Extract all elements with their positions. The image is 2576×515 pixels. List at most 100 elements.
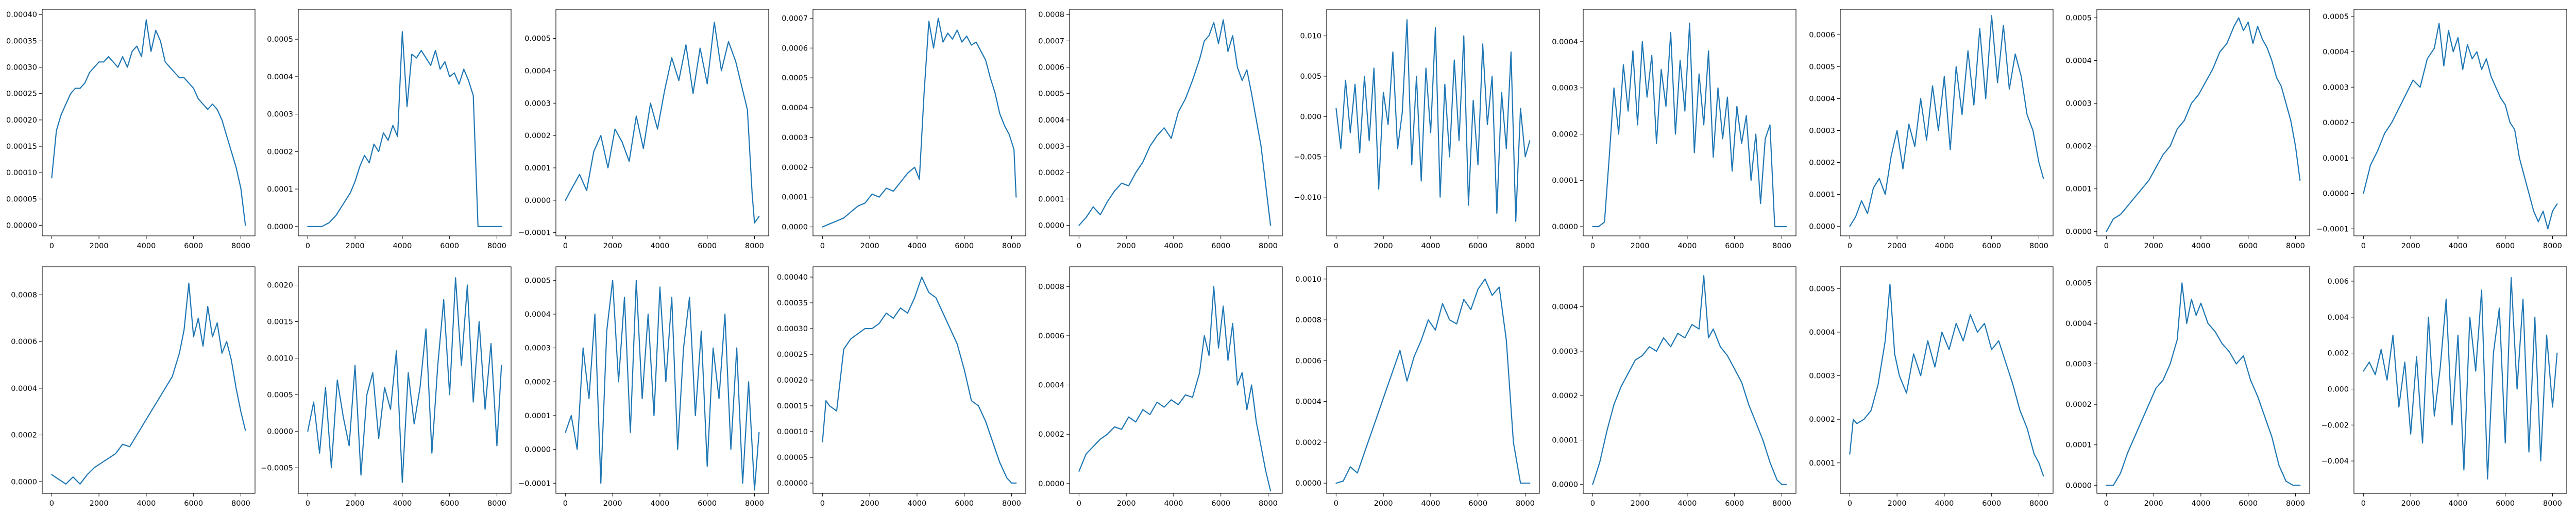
axes-frame — [1840, 266, 2054, 494]
y-tick-label: 0.0004 — [2065, 320, 2092, 328]
y-tick-label: 0.00025 — [6, 90, 37, 98]
y-tick-label: 0.0003 — [782, 134, 808, 142]
y-tick-label: 0.0000 — [1295, 479, 1321, 488]
y-tick-label: 0.002 — [2327, 350, 2349, 358]
axes-frame — [1326, 9, 1540, 236]
x-tick-label: 4000 — [137, 242, 156, 250]
y-tick-label: 0.00020 — [777, 376, 808, 385]
series-line — [51, 19, 246, 226]
subplot-grid: 0 2000 4000 6000 80000.000000.000050.000100.… — [6, 9, 2567, 508]
y-tick-label: 0.0003 — [1809, 127, 1835, 135]
y-tick-label: −0.010 — [1294, 194, 1321, 202]
x-tick-label: 2000 — [1374, 500, 1393, 508]
series-line — [1335, 278, 1531, 484]
y-tick-label: 0.0001 — [2065, 441, 2092, 450]
x-tick-label: 8000 — [1516, 242, 1535, 250]
x-tick-label: 8000 — [2029, 500, 2048, 508]
x-tick-label: 0 — [563, 500, 568, 508]
x-tick-label: 6000 — [440, 500, 459, 508]
x-tick-label: 0 — [1077, 500, 1081, 508]
y-tick-label: 0.0005 — [782, 74, 808, 82]
y-tick-label: 0.0002 — [11, 432, 37, 440]
y-tick-label: 0.0002 — [1809, 416, 1835, 424]
y-tick-label: 0.0003 — [2065, 100, 2092, 108]
y-tick-label: 0.00035 — [777, 299, 808, 307]
y-tick-label: 0.0005 — [1038, 90, 1064, 98]
subplot-17: 0 2000 4000 6000 8000 0.0000 0.0001 0.0002 0.000… — [1552, 266, 1797, 508]
x-tick-label: 2000 — [1888, 500, 1907, 508]
subplot-2: 0 2000 4000 6000 8000 0.0000 0.0001 0.0002 0.000… — [267, 9, 512, 250]
series-line — [51, 282, 246, 485]
y-tick-label: 0.0002 — [2065, 401, 2092, 409]
y-tick-label: 0.000 — [2327, 385, 2349, 393]
y-tick-label: 0.0002 — [1809, 159, 1835, 167]
x-tick-label: 4000 — [1164, 500, 1183, 508]
series-line — [2106, 17, 2301, 232]
x-tick-label: 6000 — [698, 500, 717, 508]
subplot-1: 0 2000 4000 6000 8000 0.00000 0.00005 0.00010 0.… — [6, 9, 256, 250]
x-tick-label: 2000 — [2401, 500, 2420, 508]
subplot-5: 0 2000 4000 6000 8000 0.0000 0.0001 0.0002 0.000… — [1038, 9, 1283, 250]
y-tick-label: 0.000 — [1300, 113, 1321, 121]
x-tick-label: 0 — [2104, 500, 2109, 508]
y-tick-label: 0.0004 — [524, 311, 551, 319]
x-tick-label: 8000 — [487, 500, 506, 508]
y-tick-label: 0.0005 — [267, 36, 293, 44]
axes-frame — [555, 9, 769, 236]
x-tick-label: 4000 — [1677, 500, 1697, 508]
y-tick-label: 0.0000 — [1552, 481, 1578, 489]
x-tick-label: 0 — [1848, 500, 1852, 508]
x-tick-label: 2000 — [2144, 500, 2163, 508]
y-tick-label: 0.0005 — [2323, 13, 2349, 21]
y-tick-label: 0.00040 — [6, 11, 37, 19]
x-tick-label: 0 — [2361, 500, 2366, 508]
x-tick-label: 4000 — [2191, 500, 2210, 508]
y-tick-label: 0.0006 — [1038, 64, 1064, 72]
series-line — [307, 31, 502, 227]
y-tick-label: 0.0006 — [1295, 357, 1321, 365]
y-tick-label: 0.0000 — [2065, 482, 2092, 490]
x-tick-label: 0 — [49, 500, 54, 508]
y-tick-label: 0.0004 — [1809, 329, 1835, 337]
y-tick-label: 0.006 — [2327, 278, 2349, 286]
y-tick-label: 0.0003 — [1552, 348, 1578, 356]
y-tick-label: −0.0005 — [261, 464, 293, 472]
y-tick-label: 0.0000 — [1038, 222, 1064, 230]
y-tick-label: 0.0004 — [11, 385, 37, 393]
y-tick-label: 0.0006 — [1809, 31, 1835, 40]
subplot-6: 0 2000 4000 6000 8000 −0.010 −0.005 0.000 0.005 0… — [1294, 9, 1540, 250]
y-tick-label: 0.0000 — [524, 197, 551, 205]
y-tick-label: 0.0003 — [1809, 372, 1835, 381]
y-tick-label: 0.0004 — [524, 67, 551, 75]
y-tick-label: 0.0004 — [1809, 95, 1835, 104]
y-tick-label: 0.0004 — [267, 73, 293, 81]
axes-frame — [42, 9, 256, 236]
axes-frame — [1326, 266, 1540, 494]
axes-frame — [1840, 9, 2054, 236]
y-tick-label: 0.005 — [1300, 73, 1321, 81]
x-tick-label: 4000 — [650, 500, 669, 508]
subplot-4: 0 2000 4000 6000 8000 0.0000 0.0001 0.0002 0.000… — [782, 9, 1026, 250]
subplot-9: 0 2000 4000 6000 8000 0.0000 0.0001 0.0002 0.000… — [2065, 9, 2310, 250]
x-tick-label: 2000 — [1374, 242, 1393, 250]
axes-frame — [1583, 9, 1797, 236]
x-tick-label: 2000 — [346, 500, 365, 508]
x-tick-label: 8000 — [231, 500, 250, 508]
x-tick-label: 0 — [1590, 500, 1595, 508]
y-tick-label: −0.005 — [1294, 153, 1321, 162]
y-tick-label: 0.00040 — [777, 273, 808, 282]
y-tick-label: 0.00035 — [6, 37, 37, 45]
y-tick-label: 0.0003 — [1552, 84, 1578, 93]
x-tick-label: 4000 — [1164, 242, 1183, 250]
y-tick-label: 0.0001 — [2323, 154, 2349, 163]
subplot-7: 0 2000 4000 6000 8000 0.0000 0.0001 0.0002 0.000… — [1552, 9, 1797, 250]
series-line — [2363, 277, 2558, 480]
y-tick-label: 0.0000 — [11, 478, 37, 486]
y-tick-label: 0.0002 — [1295, 439, 1321, 447]
y-tick-label: 0.0002 — [1552, 130, 1578, 139]
axes-frame — [1069, 266, 1283, 494]
x-tick-label: 4000 — [1677, 242, 1697, 250]
x-tick-label: 2000 — [2401, 242, 2420, 250]
axes-frame — [555, 266, 769, 494]
y-tick-label: 0.0004 — [1295, 398, 1321, 406]
